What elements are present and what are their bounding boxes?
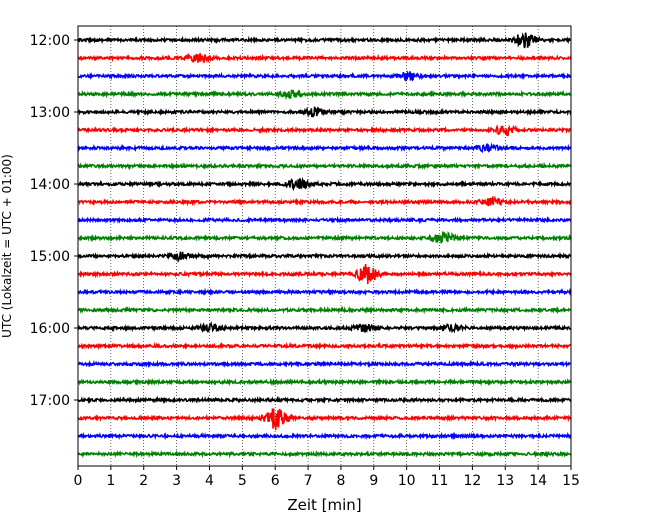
x-tick-label-9: 9 <box>369 473 378 489</box>
x-tick-label-13: 13 <box>496 473 514 489</box>
trace-1200 <box>77 32 572 49</box>
trace-1300 <box>77 106 572 118</box>
x-axis-ticks: 0 1 2 3 4 5 6 7 8 9 10 11 12 13 14 15 <box>74 466 580 489</box>
trace-1345 <box>77 161 572 171</box>
x-tick-label-14: 14 <box>529 473 547 489</box>
trace-1715 <box>77 408 572 430</box>
x-tick-label-12: 12 <box>463 473 481 489</box>
grid-lines <box>110 26 539 466</box>
y-axis-label: UTC (Lokalzeit = UTC + 01:00) <box>0 154 14 338</box>
plot-frame <box>77 25 572 467</box>
x-tick-label-7: 7 <box>304 473 313 489</box>
trace-1400 <box>77 176 572 192</box>
x-tick-label-0: 0 <box>74 473 83 489</box>
trace-1515 <box>77 263 572 285</box>
x-tick-label-3: 3 <box>172 473 181 489</box>
trace-1645 <box>77 377 572 387</box>
trace-1630 <box>77 359 572 369</box>
x-tick-label-5: 5 <box>238 473 247 489</box>
trace-1600 <box>77 320 572 334</box>
y-tick-label-4: 16:00 <box>30 321 70 337</box>
trace-1730 <box>77 431 572 441</box>
y-axis-ticks: 12:00 13:00 14:00 15:00 16:00 17:00 <box>30 33 78 409</box>
y-tick-label-2: 14:00 <box>30 177 70 193</box>
x-tick-label-1: 1 <box>106 473 115 489</box>
trace-1615 <box>77 341 572 351</box>
trace-1500 <box>77 251 572 263</box>
trace-1415 <box>77 195 572 207</box>
y-tick-label-0: 12:00 <box>30 33 70 49</box>
trace-1330 <box>77 142 572 154</box>
trace-1745 <box>77 449 572 459</box>
x-tick-label-10: 10 <box>398 473 416 489</box>
y-tick-label-5: 17:00 <box>30 393 70 409</box>
trace-1315 <box>77 124 572 137</box>
x-tick-label-6: 6 <box>271 473 280 489</box>
x-tick-label-8: 8 <box>336 473 345 489</box>
y-tick-label-3: 15:00 <box>30 249 70 265</box>
x-axis-label: Zeit [min] <box>287 496 361 514</box>
trace-1215 <box>77 52 572 64</box>
trace-1545 <box>77 305 572 315</box>
x-tick-label-11: 11 <box>431 473 449 489</box>
x-tick-label-15: 15 <box>562 473 580 489</box>
trace-1430 <box>77 215 572 225</box>
trace-1530 <box>77 287 572 297</box>
y-tick-label-1: 13:00 <box>30 105 70 121</box>
trace-1700 <box>77 395 572 405</box>
trace-1445 <box>77 230 572 244</box>
x-tick-label-2: 2 <box>139 473 148 489</box>
trace-1245 <box>77 89 572 100</box>
x-tick-label-4: 4 <box>205 473 214 489</box>
seismic-traces <box>77 32 572 459</box>
trace-1230 <box>77 70 572 82</box>
